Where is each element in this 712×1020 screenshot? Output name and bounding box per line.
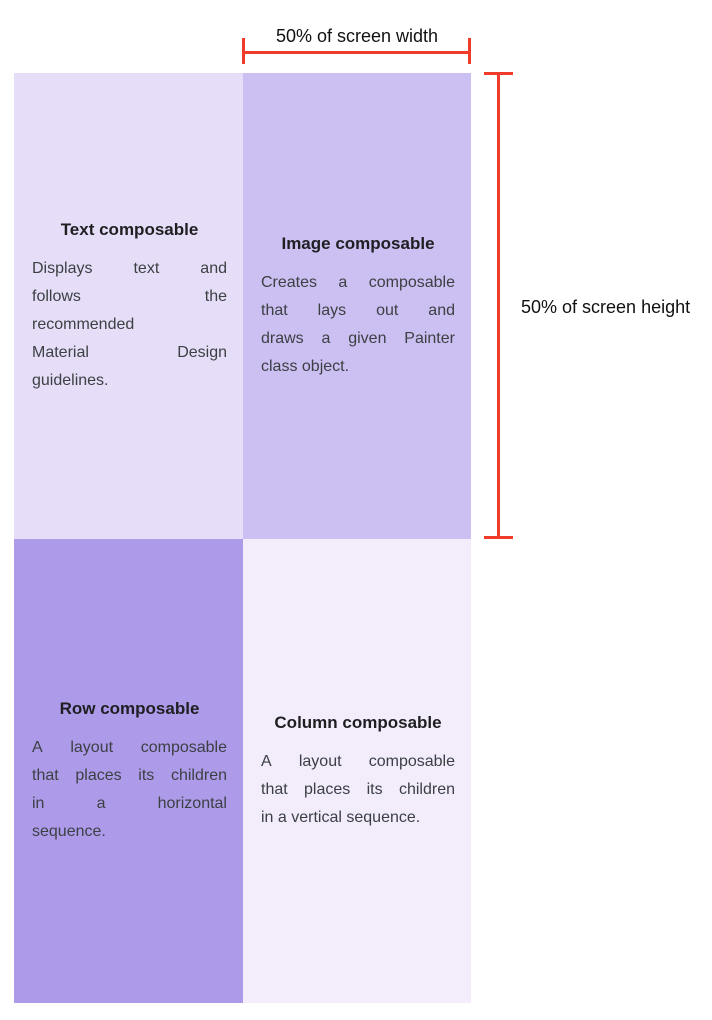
composable-grid: Text composable Displays text and follows th… bbox=[14, 73, 471, 1003]
height-measurement-label: 50% of screen height bbox=[521, 297, 691, 317]
quadrant-title: Row composable bbox=[59, 698, 200, 718]
quadrant-description: Creates a composable that lays out and draws a gi… bbox=[261, 273, 455, 375]
width-measurement-label: 50% of screen width bbox=[275, 26, 439, 46]
height-measurement-line bbox=[497, 73, 500, 538]
quadrant-title: Text composable bbox=[60, 219, 199, 239]
quadrant-title: Image composable bbox=[281, 233, 435, 253]
width-measurement-tick-right bbox=[468, 38, 471, 64]
quadrant-description: Displays text and follows the recommended Mate… bbox=[32, 259, 227, 389]
quadrant-text-composable: Text composable Displays text and follows th… bbox=[14, 73, 243, 539]
height-measurement-tick-top bbox=[484, 72, 513, 75]
width-measurement-tick-left bbox=[242, 38, 245, 64]
height-measurement-tick-bottom bbox=[484, 536, 513, 539]
quadrant-title: Column composable bbox=[274, 712, 442, 732]
width-measurement-line bbox=[243, 51, 471, 54]
quadrant-image-composable: Image composable Creates a composable that l… bbox=[243, 73, 471, 539]
